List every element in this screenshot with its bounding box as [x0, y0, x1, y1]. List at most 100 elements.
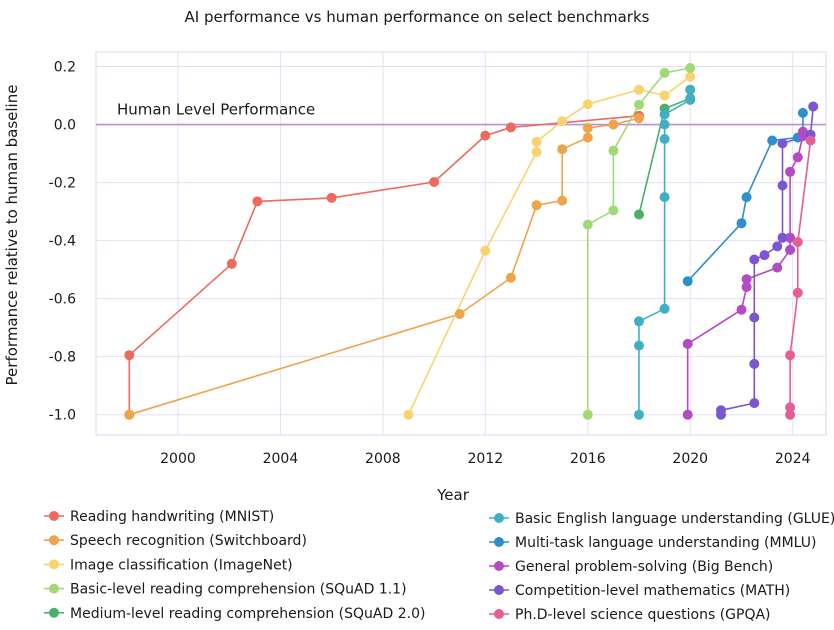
data-point: [659, 134, 670, 144]
legend-marker: [49, 559, 59, 570]
data-point: [736, 218, 747, 229]
legend-label: Speech recognition (Switchboard): [70, 533, 307, 549]
data-point: [749, 312, 760, 323]
data-point: [403, 409, 414, 420]
y-tick-label: 0.0: [54, 118, 76, 134]
data-point: [659, 303, 670, 314]
plot-area: [95, 51, 827, 436]
data-point: [124, 350, 135, 361]
data-point: [634, 99, 644, 110]
legend-marker: [494, 513, 504, 523]
x-tick-label: 2016: [570, 451, 606, 467]
x-tick-label: 2020: [672, 451, 708, 467]
data-point: [785, 232, 796, 243]
data-point: [659, 67, 670, 78]
series-points-group: [124, 63, 819, 420]
y-tick-label: -1.0: [49, 408, 76, 424]
legend-marker: [49, 583, 59, 594]
x-tick-label: 2024: [775, 451, 811, 467]
legend-label: Competition-level mathematics (MATH): [515, 583, 790, 599]
data-point: [480, 130, 491, 141]
data-point: [531, 147, 542, 158]
data-point: [608, 205, 619, 216]
data-point: [531, 200, 542, 211]
data-point: [797, 126, 808, 137]
data-point: [252, 196, 263, 207]
x-tick-label: 2012: [468, 451, 504, 467]
reference-line-group: Human Level Performance: [96, 101, 826, 126]
legend-marker: [494, 537, 504, 547]
data-point: [480, 245, 491, 256]
data-point: [785, 244, 796, 255]
data-point: [785, 409, 796, 420]
x-ticks-group: 2000 2004 2008 2012 2016 2020 2024: [160, 451, 810, 467]
legend-marker: [49, 607, 59, 618]
data-point: [582, 99, 593, 110]
data-point: [749, 358, 760, 369]
x-tick-label: 2000: [160, 451, 196, 467]
legend-label: General problem-solving (Big Bench): [515, 559, 773, 575]
data-point: [634, 113, 644, 124]
data-point: [749, 398, 760, 409]
data-point: [608, 145, 619, 156]
data-point: [608, 119, 619, 130]
x-axis-label: Year: [436, 486, 470, 504]
data-point: [124, 409, 135, 420]
data-point: [634, 209, 644, 220]
data-point: [682, 409, 693, 420]
data-point: [749, 254, 760, 265]
data-point: [505, 272, 516, 283]
data-point: [792, 237, 803, 247]
data-point: [741, 192, 752, 203]
data-point: [741, 274, 752, 285]
data-point: [582, 219, 593, 230]
legend-label: Ph.D-level science questions (GPQA): [515, 607, 771, 623]
data-point: [772, 241, 783, 252]
data-point: [772, 262, 783, 273]
data-point: [767, 135, 778, 146]
data-point: [659, 90, 670, 101]
data-point: [716, 405, 726, 416]
data-point: [682, 338, 693, 349]
data-point: [777, 180, 788, 191]
data-point: [808, 101, 819, 112]
data-point: [557, 116, 568, 127]
y-ticks-group: 0.2 0.0 -0.2 -0.4 -0.6 -0.8 -1.0: [49, 60, 76, 424]
data-point: [429, 177, 440, 187]
legend: Reading handwriting (MNIST) Speech recogn…: [44, 509, 834, 623]
y-tick-label: -0.2: [49, 176, 76, 192]
data-point: [736, 304, 747, 315]
y-axis-label: Performance relative to human baseline: [3, 85, 21, 386]
data-point: [682, 276, 693, 287]
series-line: [129, 117, 640, 416]
legend-marker: [49, 511, 59, 521]
legend-label: Basic-level reading comprehension (SQuAD…: [70, 582, 407, 598]
legend-marker: [494, 561, 504, 571]
data-point: [226, 258, 237, 269]
data-point: [659, 192, 670, 203]
data-point: [759, 250, 770, 261]
y-tick-label: -0.6: [49, 292, 76, 308]
human-baseline-label: Human Level Performance: [117, 101, 315, 119]
y-tick-label: 0.2: [54, 60, 76, 76]
data-point: [792, 152, 803, 163]
data-point: [805, 135, 816, 146]
legend-label: Basic English language understanding (GL…: [515, 511, 834, 527]
data-point: [659, 119, 670, 130]
x-tick-label: 2004: [263, 451, 299, 467]
data-point: [797, 107, 808, 118]
data-point: [582, 123, 593, 133]
legend-label: Medium-level reading comprehension (SQuA…: [70, 606, 425, 622]
data-point: [685, 71, 696, 82]
data-point: [785, 350, 796, 361]
y-tick-label: -0.8: [49, 350, 76, 366]
series-line: [638, 89, 691, 415]
legend-label: Reading handwriting (MNIST): [70, 509, 274, 525]
data-point: [741, 282, 752, 292]
y-tick-label: -0.4: [49, 234, 76, 250]
data-point: [557, 195, 568, 206]
chart-title: AI performance vs human performance on s…: [185, 8, 650, 26]
data-point: [634, 340, 644, 351]
legend-marker: [49, 535, 59, 546]
